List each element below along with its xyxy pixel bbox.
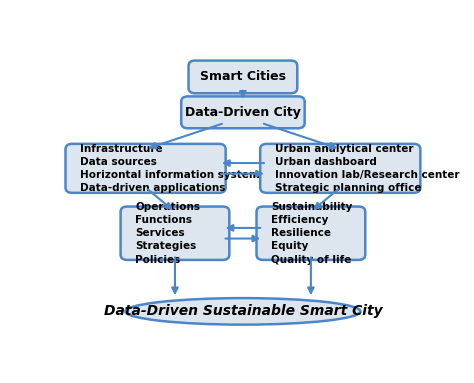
Ellipse shape <box>125 298 360 325</box>
Text: Data-Driven Sustainable Smart City: Data-Driven Sustainable Smart City <box>104 304 382 318</box>
Text: Sustainability
Efficiency
Resilience
Equity
Quality of life: Sustainability Efficiency Resilience Equ… <box>271 202 353 265</box>
Text: Operations
Functions
Services
Strategies
Policies: Operations Functions Services Strategies… <box>135 202 201 265</box>
FancyBboxPatch shape <box>120 206 229 260</box>
FancyBboxPatch shape <box>65 144 226 193</box>
Text: Smart Cities: Smart Cities <box>200 70 286 83</box>
FancyBboxPatch shape <box>189 61 297 93</box>
FancyBboxPatch shape <box>181 97 305 128</box>
FancyBboxPatch shape <box>260 144 420 193</box>
Text: Infrastructure
Data sources
Horizontal information system
Data-driven applicatio: Infrastructure Data sources Horizontal i… <box>80 144 260 193</box>
FancyBboxPatch shape <box>256 206 365 260</box>
Text: Urban analytical center
Urban dashboard
Innovation lab/Research center
Strategic: Urban analytical center Urban dashboard … <box>275 144 459 193</box>
Text: Data-Driven City: Data-Driven City <box>185 106 301 119</box>
